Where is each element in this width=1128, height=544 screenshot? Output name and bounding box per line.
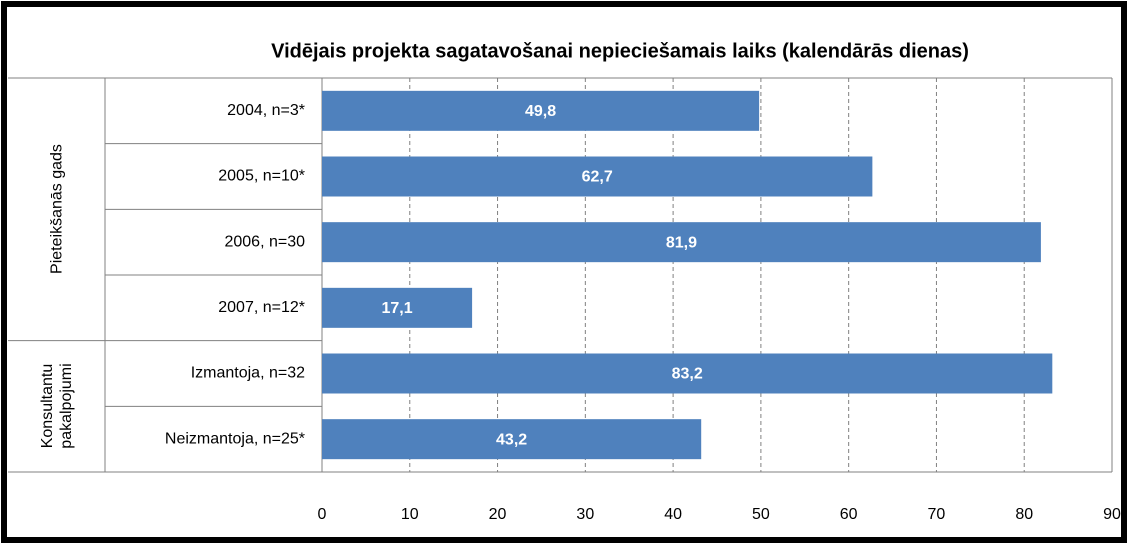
y-tick-label: 2005, n=10*: [218, 168, 305, 185]
data-label: 49,8: [525, 103, 556, 120]
data-label: 83,2: [672, 366, 703, 383]
data-label: 43,2: [496, 431, 527, 448]
x-tick-label: 70: [928, 506, 946, 523]
x-tick-label: 80: [1015, 506, 1033, 523]
y-tick-label: 2004, n=3*: [227, 102, 305, 119]
x-tick-label: 10: [401, 506, 419, 523]
x-tick-label: 90: [1103, 506, 1121, 523]
x-tick-label: 40: [664, 506, 682, 523]
group-label: Pieteikšanās gads: [48, 144, 65, 275]
y-tick-label: Neizmantoja, n=25*: [165, 430, 305, 447]
x-tick-label: 50: [752, 506, 770, 523]
data-label: 17,1: [381, 300, 412, 317]
bar: [322, 353, 1053, 394]
group-label: Konsultantu pakalpojumi: [38, 363, 75, 450]
bar: [322, 156, 873, 197]
data-label: 81,9: [666, 234, 697, 251]
y-tick-label: Izmantoja, n=32: [191, 365, 305, 382]
chart-title: Vidējais projekta sagatavošanai nepiecie…: [271, 40, 969, 62]
y-tick-label: 2007, n=12*: [218, 299, 305, 316]
x-tick-label: 20: [489, 506, 507, 523]
bar: [322, 419, 702, 460]
bar: [322, 222, 1041, 263]
bar: [322, 90, 760, 131]
x-tick-label: 0: [318, 506, 327, 523]
x-tick-label: 60: [840, 506, 858, 523]
x-tick-label: 30: [576, 506, 594, 523]
y-tick-label: 2006, n=30: [224, 233, 305, 250]
bar: [322, 287, 473, 328]
data-label: 62,7: [582, 169, 613, 186]
